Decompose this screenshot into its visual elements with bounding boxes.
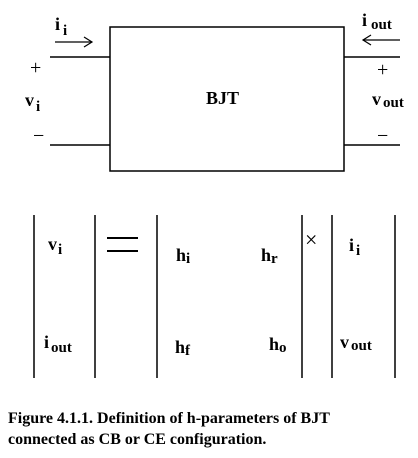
input-plus-sign: + [30, 57, 42, 79]
output-plus-sign: + [377, 59, 389, 81]
bjt-block [109, 26, 345, 172]
output-minus-sign: − [377, 125, 389, 147]
input-current-arrow [55, 36, 94, 48]
output-current-arrow [361, 34, 400, 46]
input-minus-sign: − [33, 125, 45, 147]
caption-line-1: Figure 4.1.1. Definition of h-parameters… [8, 410, 330, 427]
equals-sign: = [107, 235, 138, 255]
figure-caption: Figure 4.1.1. Definition of h-parameters… [8, 408, 413, 450]
times-sign: × [305, 227, 318, 252]
caption-line-2: connected as CB or CE configuration. [8, 431, 267, 448]
bjt-label: BJT [206, 88, 240, 108]
